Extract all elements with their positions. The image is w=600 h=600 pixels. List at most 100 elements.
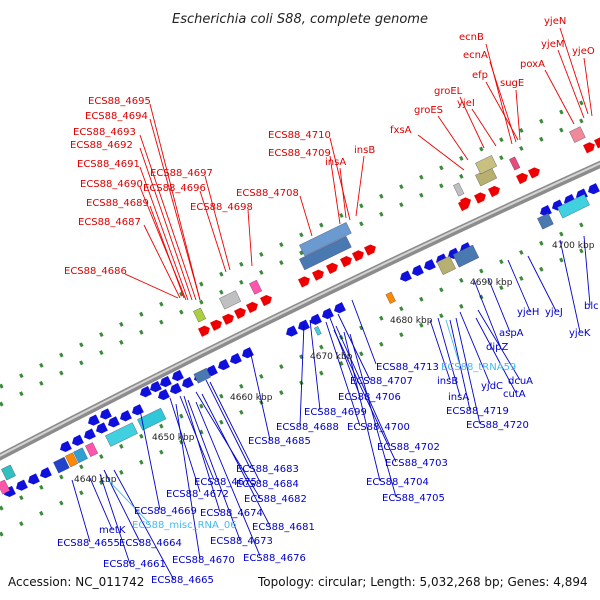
- gene-label: efp: [472, 70, 488, 81]
- gene-label: ECS88_4655: [57, 538, 120, 549]
- track-tick: [0, 531, 4, 537]
- track-tick: [119, 469, 124, 475]
- gene-block: [452, 244, 480, 268]
- gene-block: [65, 452, 79, 468]
- gene-label: ECS88_4684: [236, 479, 299, 490]
- track-tick: [559, 257, 564, 263]
- gene-label: ECS88_4681: [252, 522, 315, 533]
- leader-line: [71, 479, 91, 543]
- track-tick: [539, 266, 544, 272]
- gene-features: [0, 126, 600, 497]
- track-tick: [259, 269, 264, 275]
- track-tick: [519, 127, 524, 133]
- track-tick: [319, 222, 324, 228]
- gene-block: [73, 447, 88, 464]
- gene-label: ECS88_4685: [248, 436, 311, 447]
- track-tick: [219, 289, 224, 295]
- gene-block: [105, 422, 138, 447]
- forward-gene-arrow: [352, 250, 364, 262]
- forward-gene-arrow: [488, 185, 500, 198]
- forward-gene-arrow: [198, 325, 210, 337]
- leader-line: [139, 166, 189, 301]
- track-tick: [359, 221, 364, 227]
- leader-line: [247, 209, 253, 267]
- forward-gene-arrow: [340, 256, 352, 268]
- forward-gene-arrow: [312, 269, 324, 281]
- gene-block: [453, 182, 465, 197]
- gene-label: ECS88_4719: [446, 406, 509, 417]
- reverse-gene-arrow: [298, 319, 310, 331]
- track-tick: [159, 301, 164, 307]
- leader-line: [99, 473, 131, 565]
- track-tick: [279, 242, 284, 248]
- reverse-gene-arrow: [588, 183, 600, 195]
- track-tick-marks: [0, 100, 584, 537]
- track-tick: [159, 423, 164, 429]
- gene-label: ECS88_4670: [172, 555, 235, 566]
- track-tick: [259, 373, 264, 379]
- kbp-label: 4640 kbp: [74, 475, 117, 485]
- leader-line: [557, 49, 585, 119]
- leader-line: [351, 299, 377, 365]
- leader-line: [149, 118, 201, 301]
- leader-line: [149, 103, 201, 301]
- leader-line: [485, 43, 513, 145]
- leader-line: [175, 403, 201, 560]
- track-tick: [379, 193, 384, 199]
- leader-line: [487, 277, 511, 333]
- reverse-gene-arrow: [172, 369, 184, 382]
- track-tick: [139, 433, 144, 439]
- track-tick: [179, 413, 184, 419]
- leader-line: [309, 319, 321, 411]
- gene-block: [53, 456, 70, 474]
- gene-label: ECS88_4708: [236, 188, 299, 199]
- gene-label: ECS88_4713: [376, 362, 439, 373]
- gene-label: insA: [448, 392, 469, 403]
- track-tick: [99, 480, 104, 486]
- forward-gene-arrow: [474, 192, 486, 204]
- gene-block: [475, 155, 498, 175]
- reverse-gene-arrow: [108, 416, 120, 428]
- gene-label: ECS88_4683: [236, 464, 299, 475]
- gene-label: ECS88_4693: [73, 127, 136, 138]
- leader-line: [139, 186, 187, 301]
- track-tick: [0, 505, 4, 511]
- kbp-label: 4700 kbp: [552, 241, 595, 251]
- track-tick: [199, 281, 204, 287]
- gene-label: yjeJ: [545, 307, 563, 318]
- track-tick: [39, 484, 44, 490]
- track-tick: [419, 192, 424, 198]
- gene-label: ECS88_4703: [385, 458, 448, 469]
- leader-line: [459, 311, 491, 385]
- gene-label: groEL: [434, 86, 463, 97]
- track-tick: [59, 370, 64, 376]
- track-tick: [19, 521, 24, 527]
- gene-label: ECS88_4710: [268, 130, 331, 141]
- gene-block: [509, 156, 521, 171]
- leader-line: [473, 279, 501, 347]
- gene-label: metK: [99, 525, 126, 536]
- track-tick: [519, 249, 524, 255]
- track-tick: [219, 393, 224, 399]
- gene-label: ECS88_4704: [366, 477, 429, 488]
- track-tick: [499, 259, 504, 265]
- leader-line: [183, 395, 221, 513]
- leader-line: [169, 397, 201, 493]
- track-tick: [379, 315, 384, 321]
- track-tick: [239, 409, 244, 415]
- reverse-gene-arrow: [96, 422, 108, 434]
- forward-gene-arrow: [246, 301, 258, 314]
- gene-label: ECS88_4675: [194, 477, 257, 488]
- forward-gene-arrow: [594, 137, 600, 149]
- genome-backbone: [0, 160, 600, 461]
- track-tick: [0, 401, 4, 407]
- gene-block: [1, 464, 16, 481]
- track-tick: [119, 339, 124, 345]
- leader-line: [139, 409, 161, 511]
- reverse-gene-arrow: [170, 382, 182, 395]
- forward-gene-arrow: [260, 294, 272, 307]
- reverse-gene-arrow: [72, 434, 84, 446]
- leader-line: [485, 81, 519, 141]
- reverse-gene-arrow: [150, 380, 162, 393]
- track-tick: [339, 212, 344, 218]
